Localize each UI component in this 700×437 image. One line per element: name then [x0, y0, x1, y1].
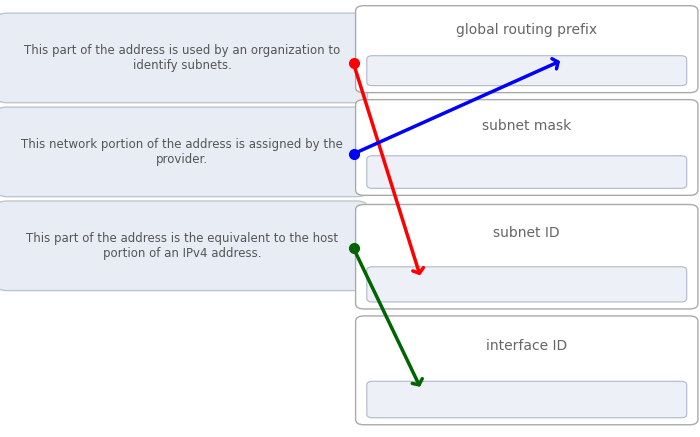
FancyBboxPatch shape: [0, 107, 368, 197]
FancyBboxPatch shape: [356, 316, 698, 425]
FancyBboxPatch shape: [356, 205, 698, 309]
FancyBboxPatch shape: [0, 201, 368, 291]
Text: interface ID: interface ID: [486, 339, 568, 353]
FancyBboxPatch shape: [367, 55, 687, 86]
Text: subnet mask: subnet mask: [482, 119, 571, 133]
FancyBboxPatch shape: [367, 156, 687, 188]
FancyBboxPatch shape: [367, 267, 687, 302]
Text: This part of the address is the equivalent to the host
portion of an IPv4 addres: This part of the address is the equivale…: [26, 232, 338, 260]
Text: subnet ID: subnet ID: [494, 226, 560, 240]
Text: This network portion of the address is assigned by the
provider.: This network portion of the address is a…: [21, 138, 343, 166]
Text: global routing prefix: global routing prefix: [456, 23, 597, 37]
FancyBboxPatch shape: [367, 381, 687, 418]
Text: This part of the address is used by an organization to
identify subnets.: This part of the address is used by an o…: [24, 44, 340, 72]
FancyBboxPatch shape: [356, 6, 698, 93]
FancyBboxPatch shape: [356, 100, 698, 195]
FancyBboxPatch shape: [0, 13, 368, 103]
